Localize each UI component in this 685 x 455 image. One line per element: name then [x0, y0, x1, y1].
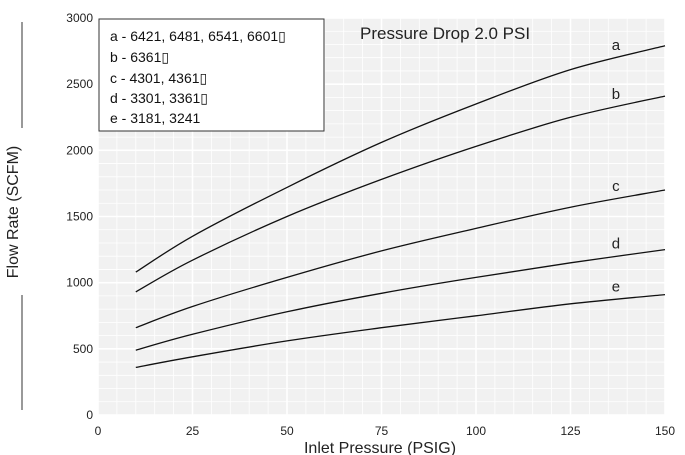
x-tick-label: 100: [466, 424, 486, 438]
series-line-b: [135, 95, 666, 293]
x-tick-label: 125: [560, 424, 580, 438]
series-label-c: c: [612, 178, 620, 195]
legend-entry-c: c - 4301, 4361▯: [110, 70, 207, 86]
y-tick-label: 3000: [66, 11, 93, 25]
series-line-a: [135, 45, 666, 273]
x-tick-label: 75: [375, 424, 389, 438]
y-tick-label: 2500: [66, 77, 93, 91]
series-lines: [135, 45, 666, 369]
series-line-e: [135, 293, 666, 369]
series-label-e: e: [612, 278, 620, 295]
series-label-a: a: [612, 37, 621, 54]
series-label-d: d: [612, 235, 620, 252]
series-label-b: b: [612, 86, 620, 103]
series-line-c: [135, 189, 666, 329]
y-axis-label: Flow Rate (SCFM): [5, 146, 22, 278]
series-line-d: [135, 248, 666, 351]
y-tick-labels: 0 500 1000 1500 2000 2500 3000: [66, 11, 93, 422]
y-tick-label: 1500: [66, 210, 93, 224]
legend-entry-a: a - 6421, 6481, 6541, 6601▯: [110, 28, 286, 44]
x-tick-label: 150: [655, 424, 675, 438]
x-tick-label: 50: [280, 424, 294, 438]
y-tick-label: 2000: [66, 143, 93, 157]
x-tick-label: 25: [186, 424, 200, 438]
y-tick-label: 500: [73, 342, 93, 356]
legend-box: [98, 18, 325, 132]
legend-entry-d: d - 3301, 3361▯: [110, 90, 208, 106]
legend-entry-b: b - 6361▯: [110, 49, 169, 65]
legend: a - 6421, 6481, 6541, 6601▯ b - 6361▯ c …: [98, 18, 325, 132]
y-axis-label-group: Flow Rate (SCFM): [5, 22, 23, 410]
series-labels: a b c d e: [612, 37, 621, 295]
legend-entry-e: e - 3181, 3241: [110, 110, 201, 126]
y-tick-label: 1000: [66, 276, 93, 290]
y-tick-label: 0: [86, 408, 93, 422]
x-tick-label: 0: [95, 424, 102, 438]
x-axis-label: Inlet Pressure (PSIG): [304, 440, 456, 455]
x-tick-labels: 0 25 50 75 100 125 150: [95, 424, 676, 438]
chart-title: Pressure Drop 2.0 PSI: [360, 24, 530, 43]
